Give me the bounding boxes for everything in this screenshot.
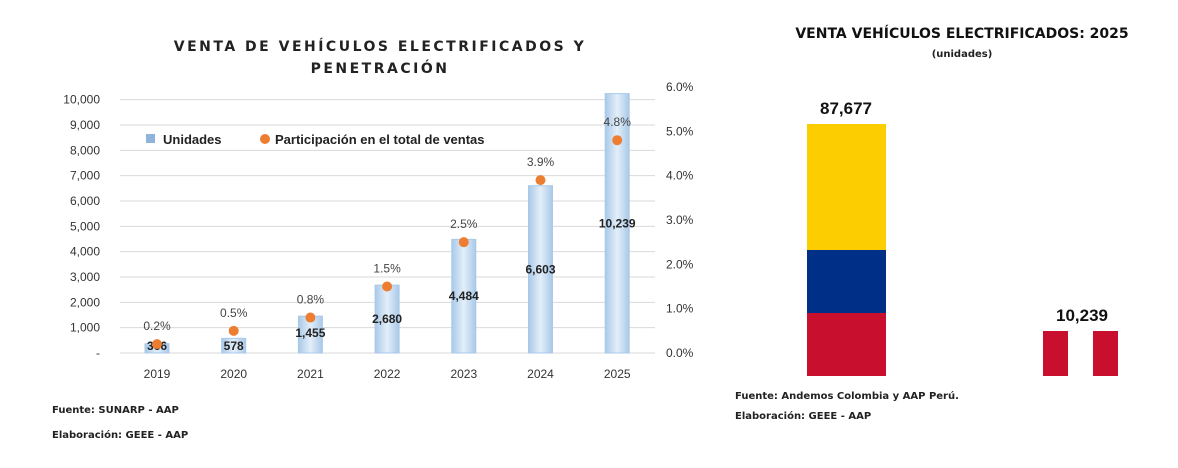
right-credit: Elaboración: GEEE - AAP xyxy=(735,411,872,422)
x-axis-tick: 2024 xyxy=(527,367,554,381)
point-value-label: 4.8% xyxy=(604,115,632,129)
left-axis-tick: 1,000 xyxy=(70,321,100,335)
left-axis-tick: 7,000 xyxy=(70,169,100,183)
bar-unidades xyxy=(221,337,247,354)
left-axis-tick: 6,000 xyxy=(70,194,100,208)
right-axis-tick: 4.0% xyxy=(666,169,694,183)
colombia-value-label: 87,677 xyxy=(820,99,872,118)
peru-value-label: 10,239 xyxy=(1056,306,1108,325)
x-axis-tick: 2020 xyxy=(220,367,247,381)
legend-label-participacion: Participación en el total de ventas xyxy=(275,132,485,147)
left-chart-title-line1: VENTA DE VEHÍCULOS ELECTRIFICADOS Y xyxy=(174,38,586,55)
bar-unidades xyxy=(451,238,477,354)
bar-value-label: 2,680 xyxy=(372,312,402,326)
right-axis-tick: 5.0% xyxy=(666,124,694,138)
legend-swatch-unidades xyxy=(146,134,155,143)
left-axis-tick: 4,000 xyxy=(70,245,100,259)
point-participacion xyxy=(382,281,393,292)
bar-value-label: 1,455 xyxy=(295,326,325,340)
bar-unidades xyxy=(297,315,323,354)
x-axis-tick: 2019 xyxy=(144,367,171,381)
legend-swatch-participacion xyxy=(260,134,270,144)
right-axis-tick: 1.0% xyxy=(666,302,694,316)
left-chart-title-line2: PENETRACIÓN xyxy=(311,59,450,77)
point-participacion xyxy=(535,175,546,186)
bar-value-label: 6,603 xyxy=(525,262,555,276)
colombia-bar-red xyxy=(807,313,886,376)
left-credit: Elaboración: GEEE - AAP xyxy=(52,430,189,441)
point-value-label: 0.8% xyxy=(297,293,325,307)
point-participacion xyxy=(152,339,162,350)
right-axis-tick: 3.0% xyxy=(666,213,694,227)
point-value-label: 1.5% xyxy=(373,262,401,276)
legend-label-unidades: Unidades xyxy=(163,132,222,147)
point-participacion xyxy=(612,135,623,146)
colombia-bar-yellow xyxy=(807,124,886,250)
x-axis-tick: 2023 xyxy=(450,367,477,381)
right-axis-tick: 2.0% xyxy=(666,257,694,271)
peru-bar-red-right xyxy=(1093,331,1118,376)
right-axis-tick: 6.0% xyxy=(666,80,694,94)
right-chart-subtitle: (unidades) xyxy=(932,49,993,60)
left-axis-tick: 3,000 xyxy=(70,270,100,284)
bar-value-label: 10,239 xyxy=(599,216,636,230)
bar-value-label: 578 xyxy=(224,339,244,353)
point-value-label: 3.9% xyxy=(527,155,555,169)
x-axis-tick: 2022 xyxy=(374,367,401,381)
colombia-bar-blue xyxy=(807,250,886,313)
point-participacion xyxy=(305,312,316,323)
point-value-label: 2.5% xyxy=(450,217,478,231)
left-axis-tick: 5,000 xyxy=(70,219,100,233)
peru-bar-red-left xyxy=(1043,331,1068,376)
point-participacion xyxy=(458,237,469,248)
left-axis-tick: 10,000 xyxy=(63,93,100,107)
bar-value-label: 4,484 xyxy=(449,289,479,303)
point-participacion xyxy=(228,325,239,336)
right-axis-tick: 0.0% xyxy=(666,346,694,360)
left-source: Fuente: SUNARP - AAP xyxy=(52,405,179,416)
peru-bar-white xyxy=(1068,331,1093,376)
bar-unidades xyxy=(528,185,553,354)
x-axis-tick: 2021 xyxy=(297,367,324,381)
left-axis-tick: 8,000 xyxy=(70,143,100,157)
point-value-label: 0.2% xyxy=(143,319,171,333)
right-chart-title: VENTA VEHÍCULOS ELECTRIFICADOS: 2025 xyxy=(795,25,1128,42)
left-axis-tick: - xyxy=(96,346,100,360)
bar-unidades xyxy=(374,284,400,354)
x-axis-tick: 2025 xyxy=(604,367,631,381)
right-source: Fuente: Andemos Colombia y AAP Perú. xyxy=(735,391,959,402)
left-axis-tick: 9,000 xyxy=(70,118,100,132)
point-value-label: 0.5% xyxy=(220,306,248,320)
bar-unidades xyxy=(604,93,630,354)
left-axis-tick: 2,000 xyxy=(70,295,100,309)
